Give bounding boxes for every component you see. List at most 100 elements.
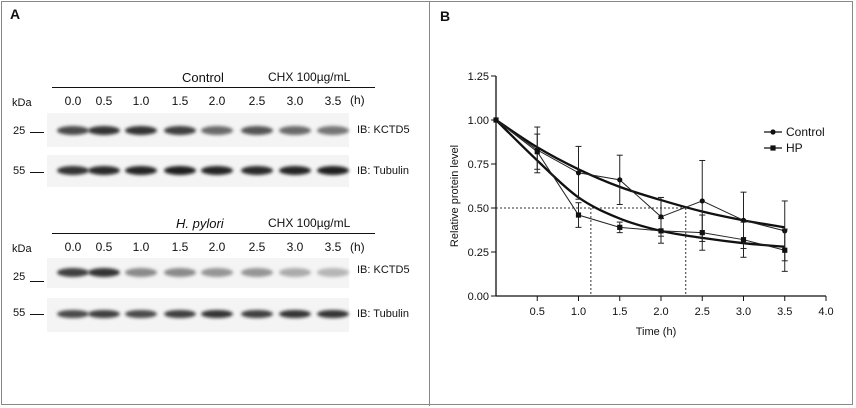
y-tick-label-5: 1.25 [468, 71, 489, 83]
y-tick-label-4: 1.00 [468, 115, 489, 127]
top-ib-tubulin: IB: Tubulin [357, 165, 409, 177]
top-tubulin-band-2 [125, 166, 157, 175]
top-time-unit: (h) [350, 93, 365, 107]
legend-marker-control [770, 129, 776, 135]
bottom-kctd5-band-0 [57, 268, 89, 277]
panel-b-letter: B [440, 8, 451, 24]
point-hp-5 [699, 230, 705, 236]
point-hp-7 [782, 247, 788, 253]
bottom-marker-25: 25 [13, 271, 26, 283]
bottom-lane-2: 1.0 [132, 240, 150, 254]
top-condition-label: Control [182, 70, 224, 85]
x-tick-label-3: 2.0 [653, 306, 668, 318]
bottom-kctd5-band-4 [201, 268, 233, 277]
bottom-tubulin-band-0 [57, 310, 89, 318]
bottom-ib-tubulin: IB: Tubulin [357, 308, 409, 320]
top-kctd5-band-2 [125, 126, 157, 135]
point-hp-3 [617, 224, 623, 230]
point-hp-1 [534, 149, 540, 155]
x-tick-label-7: 4.0 [818, 306, 833, 318]
x-tick-label-0: 0.5 [530, 306, 545, 318]
top-lane-0: 0.0 [64, 94, 82, 108]
point-control-5 [699, 198, 705, 204]
x-tick-label-2: 1.5 [612, 306, 627, 318]
top-kctd5-band-5 [241, 126, 273, 135]
top-marker-25-tick [30, 132, 44, 133]
bottom-lane-5: 2.5 [248, 240, 266, 254]
series-line-control [495, 119, 785, 232]
fit-curve-control [495, 119, 785, 229]
top-marker-55: 55 [13, 165, 26, 177]
bottom-tubulin-band-2 [125, 310, 157, 318]
legend-label-hp: HP [786, 141, 803, 155]
bottom-tubulin-band-1 [88, 310, 120, 318]
top-lane-1: 0.5 [95, 94, 113, 108]
top-lane-7: 3.5 [324, 94, 342, 108]
top-tubulin-band-6 [279, 166, 311, 175]
y-tick-label-1: 0.25 [468, 247, 489, 259]
bottom-lane-6: 3.0 [286, 240, 304, 254]
fit-curve-hp [495, 119, 785, 248]
top-kctd5-band-3 [164, 126, 196, 135]
bottom-tubulin-band-7 [317, 310, 349, 318]
panel-divider [429, 1, 430, 406]
y-tick-label-0: 0.00 [468, 291, 489, 303]
legend-marker-hp [770, 145, 776, 151]
point-hp-6 [740, 237, 747, 243]
y-tick-label-2: 0.50 [468, 203, 489, 215]
top-tubulin-band-1 [88, 166, 120, 175]
bottom-marker-55-tick [30, 314, 44, 315]
bottom-lane-1: 0.5 [95, 240, 113, 254]
top-lane-2: 1.0 [132, 94, 150, 108]
bottom-kctd5-band-2 [125, 268, 157, 277]
bottom-lane-7: 3.5 [324, 240, 342, 254]
point-hp-2 [575, 212, 582, 218]
top-lane-5: 2.5 [248, 94, 266, 108]
bottom-time-unit: (h) [350, 240, 365, 254]
top-tubulin-band-3 [164, 166, 196, 175]
top-tubulin-band-7 [317, 166, 349, 175]
bottom-kctd5-band-3 [164, 268, 196, 277]
legend-label-control: Control [786, 125, 825, 139]
y-axis-label: Relative protein level [449, 145, 461, 247]
bottom-lane-4: 2.0 [208, 240, 226, 254]
bottom-header-line [52, 233, 375, 234]
bottom-treatment-label: CHX 100µg/mL [268, 216, 351, 230]
bottom-kctd5-band-7 [317, 268, 349, 277]
x-tick-label-1: 1.0 [571, 306, 586, 318]
top-marker-55-tick [30, 172, 44, 173]
top-tubulin-band-5 [241, 166, 273, 175]
top-kctd5-band-4 [201, 126, 233, 135]
top-lane-6: 3.0 [286, 94, 304, 108]
x-axis-label: Time (h) [636, 326, 677, 338]
top-kda-label: kDa [12, 97, 32, 109]
x-tick-label-4: 2.5 [695, 306, 710, 318]
top-kctd5-band-0 [57, 126, 89, 135]
bottom-kctd5-band-5 [241, 268, 273, 277]
top-kctd5-band-1 [88, 126, 120, 135]
bottom-ib-kctd5: IB: KCTD5 [357, 264, 410, 276]
bottom-tubulin-band-6 [279, 310, 311, 318]
top-header-line [52, 87, 375, 88]
bottom-marker-25-tick [30, 281, 44, 282]
x-tick-label-5: 3.0 [736, 306, 751, 318]
bottom-marker-55: 55 [13, 307, 26, 319]
point-hp-0 [493, 117, 499, 123]
top-kctd5-band-6 [279, 126, 311, 135]
bottom-tubulin-band-5 [241, 310, 273, 318]
point-control-2 [575, 170, 582, 176]
bottom-kda-label: kDa [12, 243, 32, 255]
top-marker-25: 25 [13, 125, 26, 137]
bottom-lane-0: 0.0 [64, 240, 82, 254]
point-control-3 [617, 177, 623, 183]
y-tick-label-3: 0.75 [468, 159, 489, 171]
bottom-lane-3: 1.5 [171, 240, 189, 254]
bottom-tubulin-band-4 [201, 310, 233, 318]
bottom-kctd5-band-1 [88, 268, 120, 277]
x-tick-label-6: 3.5 [777, 306, 792, 318]
bottom-tubulin-band-3 [164, 310, 196, 318]
top-lane-4: 2.0 [208, 94, 226, 108]
series-line-hp [495, 119, 785, 251]
